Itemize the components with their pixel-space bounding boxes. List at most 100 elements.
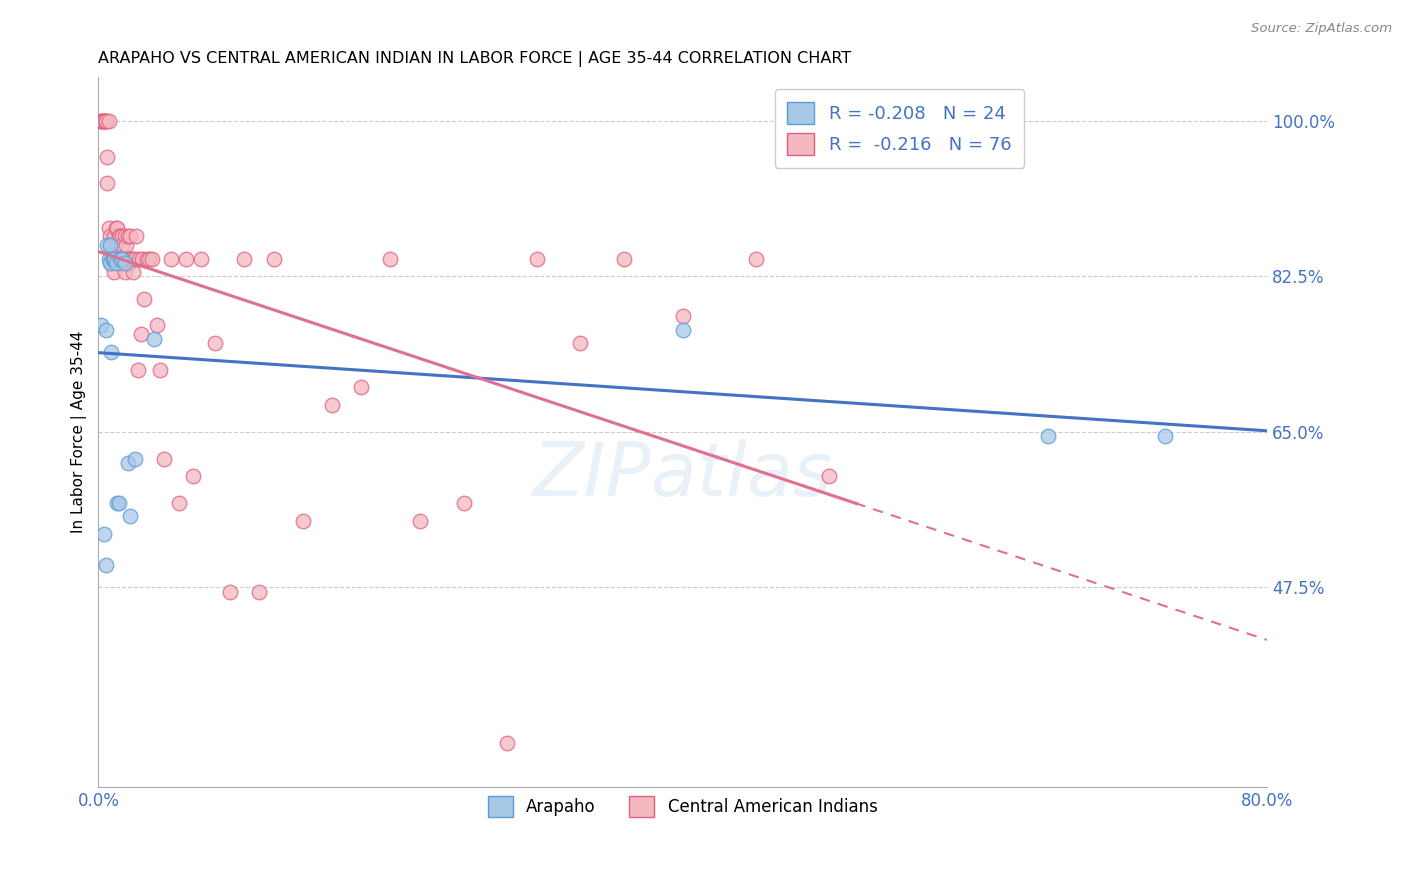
Point	[100, 256, 122, 270]
Point	[93, 527, 115, 541]
Point	[124, 451, 146, 466]
Point	[167, 496, 190, 510]
Point	[125, 229, 148, 244]
Point	[101, 247, 124, 261]
Point	[496, 736, 519, 750]
Point	[160, 252, 183, 266]
Point	[117, 252, 139, 266]
Point	[174, 252, 197, 266]
Point	[181, 469, 204, 483]
Point	[111, 252, 134, 266]
Point	[817, 469, 839, 483]
Point	[135, 252, 157, 266]
Point	[98, 229, 121, 244]
Point	[114, 229, 136, 244]
Point	[107, 252, 129, 266]
Point	[146, 318, 169, 333]
Point	[105, 496, 128, 510]
Point	[120, 509, 142, 524]
Legend: Arapaho, Central American Indians: Arapaho, Central American Indians	[479, 788, 886, 825]
Point	[380, 252, 402, 266]
Point	[94, 114, 117, 128]
Point	[190, 252, 212, 266]
Point	[138, 252, 160, 266]
Point	[97, 252, 120, 266]
Point	[91, 114, 114, 128]
Point	[121, 252, 143, 266]
Point	[204, 336, 226, 351]
Point	[120, 229, 142, 244]
Point	[97, 114, 120, 128]
Text: ARAPAHO VS CENTRAL AMERICAN INDIAN IN LABOR FORCE | AGE 35-44 CORRELATION CHART: ARAPAHO VS CENTRAL AMERICAN INDIAN IN LA…	[98, 51, 852, 67]
Point	[141, 252, 163, 266]
Point	[149, 362, 172, 376]
Point	[104, 256, 127, 270]
Y-axis label: In Labor Force | Age 35-44: In Labor Force | Age 35-44	[72, 331, 87, 533]
Point	[90, 114, 112, 128]
Point	[96, 149, 118, 163]
Point	[103, 229, 125, 244]
Point	[110, 256, 132, 270]
Point	[93, 114, 115, 128]
Point	[233, 252, 256, 266]
Point	[131, 252, 153, 266]
Point	[291, 514, 314, 528]
Point	[103, 265, 125, 279]
Point	[129, 327, 152, 342]
Point	[105, 252, 128, 266]
Point	[101, 252, 124, 266]
Point	[110, 252, 132, 266]
Point	[104, 238, 127, 252]
Point	[101, 252, 124, 266]
Point	[124, 252, 146, 266]
Point	[321, 398, 343, 412]
Point	[153, 451, 176, 466]
Point	[120, 252, 142, 266]
Point	[100, 252, 122, 266]
Point	[672, 323, 695, 337]
Point	[115, 238, 138, 252]
Point	[117, 229, 139, 244]
Point	[107, 229, 129, 244]
Point	[409, 514, 432, 528]
Point	[94, 323, 117, 337]
Point	[114, 265, 136, 279]
Point	[100, 345, 122, 359]
Point	[672, 310, 695, 324]
Point	[569, 336, 592, 351]
Point	[114, 256, 136, 270]
Point	[103, 252, 125, 266]
Point	[744, 252, 766, 266]
Point	[247, 584, 270, 599]
Point	[128, 252, 150, 266]
Point	[453, 496, 475, 510]
Point	[105, 220, 128, 235]
Point	[96, 176, 118, 190]
Point	[110, 229, 132, 244]
Point	[104, 220, 127, 235]
Point	[98, 238, 121, 252]
Point	[93, 114, 115, 128]
Text: ZIPatlas: ZIPatlas	[533, 439, 832, 510]
Point	[90, 114, 112, 128]
Point	[98, 238, 121, 252]
Point	[97, 220, 120, 235]
Point	[90, 318, 112, 333]
Point	[127, 362, 149, 376]
Point	[122, 265, 145, 279]
Point	[111, 238, 134, 252]
Text: Source: ZipAtlas.com: Source: ZipAtlas.com	[1251, 22, 1392, 36]
Point	[118, 256, 141, 270]
Point	[111, 229, 134, 244]
Point	[132, 292, 155, 306]
Point	[107, 496, 129, 510]
Point	[117, 456, 139, 470]
Point	[1153, 429, 1175, 443]
Point	[218, 584, 240, 599]
Point	[526, 252, 548, 266]
Point	[94, 114, 117, 128]
Point	[112, 252, 135, 266]
Point	[96, 238, 118, 252]
Point	[94, 558, 117, 573]
Point	[350, 380, 373, 394]
